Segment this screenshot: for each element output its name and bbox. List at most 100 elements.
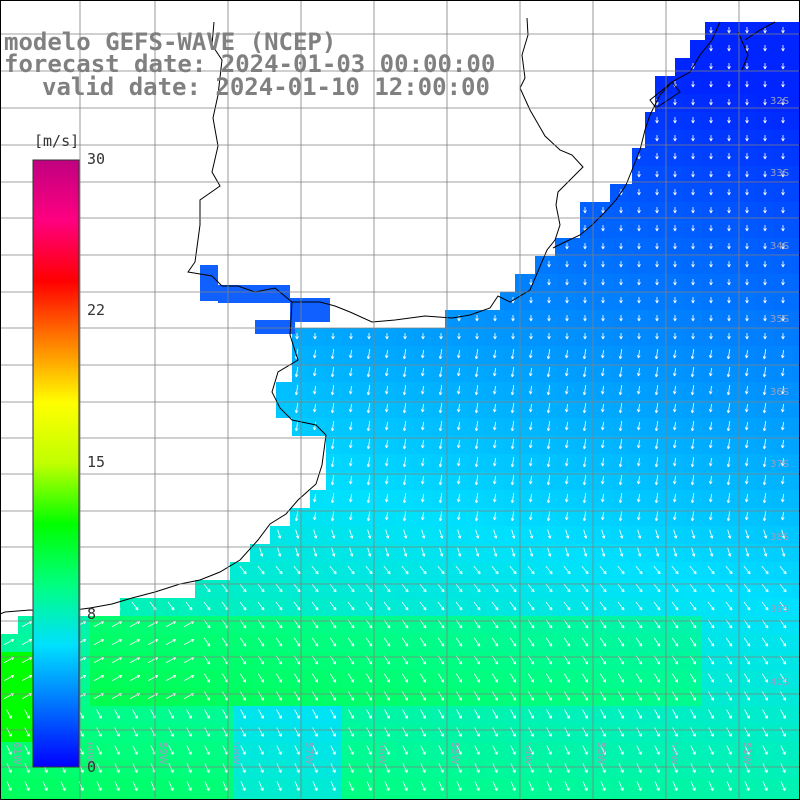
wind-arrow xyxy=(709,225,713,232)
wind-arrow xyxy=(673,153,677,160)
field-cell xyxy=(540,580,558,598)
field-cell xyxy=(774,724,792,742)
field-cell xyxy=(486,598,504,616)
field-cell xyxy=(792,598,800,616)
field-cell xyxy=(276,382,288,400)
wind-arrow xyxy=(457,297,461,304)
longitude-label: 51W xyxy=(741,742,752,765)
field-cell xyxy=(270,742,288,760)
latitude-label: 36S xyxy=(770,387,789,398)
wind-arrow xyxy=(727,81,731,88)
wind-arrow xyxy=(204,745,210,755)
field-cell xyxy=(180,724,198,742)
wind-arrow xyxy=(293,601,301,611)
wind-arrow xyxy=(745,171,749,178)
field-cell xyxy=(792,292,800,310)
field-cell xyxy=(432,652,450,670)
wind-arrow xyxy=(690,474,695,486)
wind-arrow xyxy=(779,601,787,611)
field-cell xyxy=(610,184,612,202)
wind-arrow xyxy=(690,348,695,360)
wind-arrow xyxy=(204,727,210,737)
wind-arrow xyxy=(690,402,695,414)
wind-arrow xyxy=(275,565,283,575)
field-cell xyxy=(684,634,702,652)
wind-arrow xyxy=(546,492,551,504)
wind-arrow xyxy=(204,691,210,701)
field-cell xyxy=(702,598,720,616)
wind-arrow xyxy=(168,709,174,719)
wind-arrow xyxy=(691,333,695,340)
field-cell xyxy=(648,760,666,778)
field-cell xyxy=(655,76,666,94)
wind-arrow xyxy=(564,493,569,503)
wind-arrow xyxy=(529,315,533,322)
field-cell xyxy=(468,634,486,652)
field-cell xyxy=(504,580,522,598)
wind-arrow xyxy=(564,367,569,377)
wind-arrow xyxy=(780,691,786,701)
field-cell xyxy=(324,706,342,724)
wind-arrow xyxy=(745,279,749,286)
wind-arrow xyxy=(708,673,715,683)
field-cell xyxy=(90,796,108,800)
field-cell xyxy=(702,652,720,670)
field-cell xyxy=(468,760,486,778)
wind-arrow xyxy=(511,529,516,539)
wind-arrow xyxy=(402,709,408,719)
field-cell xyxy=(90,778,108,796)
wind-arrow xyxy=(726,691,732,701)
wind-arrow xyxy=(654,673,661,683)
wind-arrow xyxy=(672,691,678,701)
wind-arrow xyxy=(708,439,713,449)
wind-arrow xyxy=(276,745,282,755)
wind-arrow xyxy=(528,709,534,719)
wind-arrow xyxy=(600,763,606,773)
field-cell xyxy=(288,562,306,580)
wind-arrow xyxy=(510,402,515,414)
wind-arrow xyxy=(564,457,569,467)
field-cell xyxy=(396,796,414,800)
wind-arrow xyxy=(690,727,696,737)
wind-arrow xyxy=(726,402,731,414)
field-cell xyxy=(612,616,630,634)
field-cell xyxy=(180,652,198,670)
field-cell xyxy=(576,724,594,742)
wind-arrow xyxy=(6,709,12,719)
longitude-label: 58W xyxy=(230,742,241,765)
field-cell xyxy=(54,778,72,796)
wind-arrow xyxy=(672,673,679,683)
wind-arrow xyxy=(653,601,661,611)
field-cell xyxy=(468,616,486,634)
wind-arrow xyxy=(222,727,228,737)
wind-arrow xyxy=(763,225,767,232)
longitude-label: 60W xyxy=(84,742,95,765)
wind-arrow xyxy=(491,601,499,611)
field-cell xyxy=(216,742,234,760)
field-cell xyxy=(396,652,414,670)
field-cell xyxy=(54,796,72,800)
field-cell xyxy=(432,580,450,598)
wind-arrow xyxy=(582,727,588,737)
field-cell xyxy=(450,634,468,652)
wind-arrow xyxy=(582,474,587,486)
field-cell xyxy=(792,796,800,800)
wind-arrow xyxy=(636,745,642,755)
field-cell xyxy=(234,580,252,598)
field-cell xyxy=(324,796,342,800)
field-cell xyxy=(684,742,702,760)
field-cell xyxy=(648,706,666,724)
field-cell xyxy=(468,742,486,760)
field-cell xyxy=(432,796,450,800)
field-cell xyxy=(522,778,540,796)
wind-arrow xyxy=(708,493,713,503)
wind-arrow xyxy=(599,583,607,593)
field-cell xyxy=(324,616,342,634)
wind-arrow xyxy=(654,745,660,755)
field-cell xyxy=(792,706,800,724)
wind-arrow xyxy=(420,439,425,449)
wind-arrow xyxy=(366,474,371,486)
field-cell xyxy=(288,652,306,670)
wind-arrow xyxy=(709,171,713,178)
wind-arrow xyxy=(492,367,497,377)
